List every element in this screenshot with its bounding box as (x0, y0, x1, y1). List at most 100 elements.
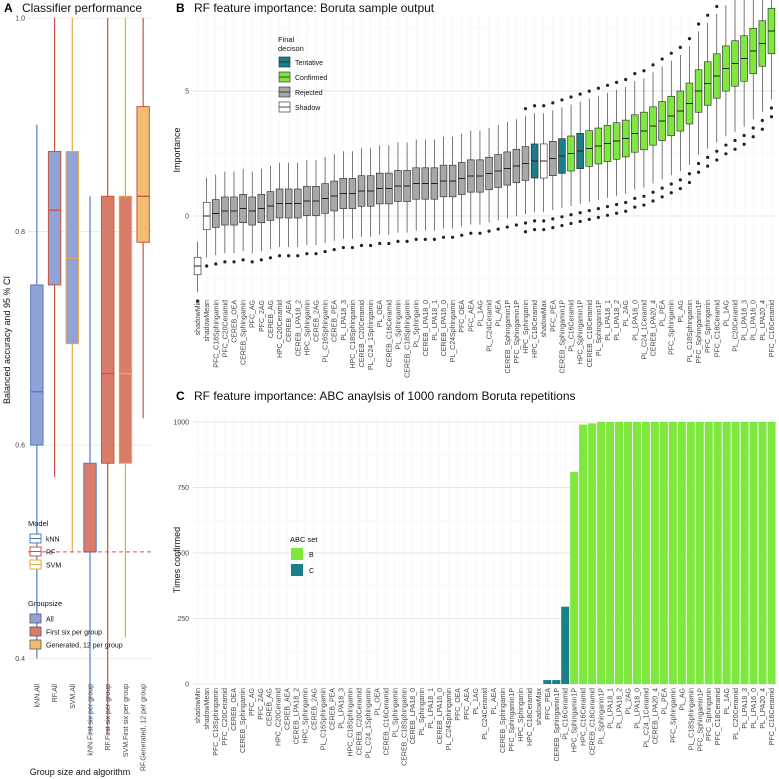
panel-c-bar (552, 680, 561, 684)
panel-b-outlier (432, 237, 436, 241)
decision-legend-label: Confirmed (295, 75, 327, 82)
panel-b-outlier (706, 164, 710, 168)
panel-c-x-tick-label: PL_LPA18_0 (634, 688, 641, 729)
panel-b-x-tick-label: PL_LPA18_3 (341, 300, 348, 341)
panel-b-outlier (687, 172, 692, 176)
panel-c-x-tick-label: PL_C24_1Ceramid (643, 688, 650, 748)
panel-b-outlier (341, 245, 345, 250)
panel-a-box (65, 150, 79, 345)
panel-b-outlier (560, 223, 564, 228)
panel-c-x-tick-label: PFC_C18Sphingamin (213, 688, 220, 756)
panel-b-outlier (715, 149, 719, 153)
panel-b-outlier (751, 135, 755, 139)
panel-c-x-tick-label: PL_C18Sphingamin (688, 688, 695, 750)
panel-b-x-tick-label: PFC_OEA (459, 300, 466, 333)
panel-c-bar (597, 422, 606, 684)
panel-a-x-tick-label: kNN.All (34, 684, 41, 708)
panel-b-outlier (250, 260, 254, 264)
panel-c-bar (561, 606, 570, 684)
panel-b-outlier (733, 138, 737, 143)
panel-b-x-tick-label: CEREB_OEA (231, 300, 238, 343)
panel-c-bar (758, 422, 767, 684)
panel-b-outlier (614, 211, 619, 215)
panel-c-x-tick-label: PFC_Sphingamin1P (509, 688, 516, 752)
panel-c-x-tick-label: PFC_C18Ceramid (715, 688, 722, 745)
panel-b-outlier (569, 213, 573, 217)
panel-c-letter: C (176, 389, 185, 403)
model-legend-label: SVM (46, 563, 61, 570)
panel-b-outlier (542, 228, 546, 232)
panel-b-x-tick-label: PL_C18Sphingamin (687, 300, 694, 362)
panel-a-x-ticks: kNN.All RF.All SVM.All kNN.First six per gr… (34, 684, 147, 772)
panel-c-x-tick-label: CEREB_AG (267, 688, 274, 726)
panel-b-x-tick-label: HPC_C20Ceramid (277, 300, 284, 358)
panel-c-x-tick-label: CEREB_PEA (330, 688, 337, 730)
panel-c-x-tick-label: HPC_C20Ceramid (276, 688, 283, 746)
panel-c-y-tick-label: 1000 (173, 420, 189, 427)
panel-b-x-tick-label: CEREB_C20Ceramid (359, 300, 366, 367)
panel-c-x-tick-label: PFC_Sphingamin (670, 688, 677, 743)
panel-b-outlier (560, 98, 564, 102)
panel-b-outlier (669, 191, 673, 195)
panel-b-outlier (624, 77, 628, 82)
panel-c-bar (570, 471, 579, 684)
panel-b-x-tick-label: PL_Sphinganin1P (596, 300, 603, 356)
panel-c-bar (686, 422, 695, 684)
panel-b-outlier (678, 187, 682, 191)
panel-b-outlier (205, 264, 209, 268)
panel-c-x-tick-label: PL_LPA18_3 (742, 688, 749, 729)
panel-c-x-tick-label: PL_C24_1Sphingamin (365, 688, 372, 758)
panel-c-x-tick-label: CEREB_LPA16_0 (437, 688, 444, 744)
panel-b-outlier (223, 260, 227, 264)
panel-c-x-tick-label: PL_PEA (661, 688, 668, 715)
panel-c-x-tick-label: PL_LPA18_1 (428, 688, 435, 729)
panel-b-outlier (469, 231, 473, 235)
panel-c-x-tick-label: CEREB_OEA (231, 688, 238, 731)
panel-b-outlier (733, 147, 737, 151)
panel-b-outlier (742, 142, 746, 146)
panel-a-y-tick-label: 0.8 (15, 229, 25, 236)
decision-legend: Final decison Tentative Confirmed Rejected… (278, 35, 327, 113)
panel-b-x-tick-label: PL_LPA18_1 (605, 300, 612, 341)
panel-b-outlier (669, 51, 673, 55)
panel-c-x-tick-label: PL_OEA (374, 688, 381, 716)
abc-legend-swatch (291, 564, 303, 576)
groupsize-legend-swatch (29, 613, 42, 624)
panel-b-x-tick-label: CEREB_LPA20_4 (651, 300, 658, 356)
panel-b-outlier (660, 57, 664, 61)
panel-c-y-ticks: 0 250 500 750 1000 (173, 420, 189, 689)
panel-b-outlier (751, 126, 755, 130)
panel-b-y-label: Importance (172, 127, 182, 172)
panel-b-outlier (587, 209, 591, 213)
panel-c-x-tick-label: PL_1AG (473, 688, 480, 714)
panel-c-bar (731, 422, 740, 684)
panel-b-outlier (560, 215, 564, 219)
panel-b-outlier (441, 235, 446, 239)
panel-b-outlier (605, 83, 610, 87)
panel-a-y-tick-label: 0.6 (15, 443, 25, 450)
panel-c-x-tick-label: PL_Sphinganin (419, 688, 426, 736)
panel-b-outlier (614, 202, 619, 207)
panel-c-x-tick-label: CEREB_Sphingamin (240, 688, 247, 753)
panel-c-bar (579, 424, 588, 684)
panel-a-letter: A (4, 1, 13, 15)
panel-c-x-tick-label: PL_LPA20_4 (760, 688, 767, 729)
panel-b-outlier (687, 37, 692, 41)
panel-a-x-tick-label: RF.Generated, 12 per group (141, 684, 148, 771)
panel-b-outlier (587, 217, 591, 221)
panel-b-x-tick-label: PFC_C20Ceramid (222, 300, 229, 357)
panel-b-outlier (551, 101, 555, 105)
panel-b-x-tick-label: PL_C24_1Sphingamin (368, 300, 375, 370)
panel-c-bar (659, 422, 668, 684)
panel-c-y-tick-label: 750 (177, 485, 189, 492)
panel-b-outlier (724, 143, 728, 147)
panel-b-outlier (323, 250, 327, 254)
panel-b-outlier (687, 180, 692, 185)
panel-b-x-tick-label: PL_LPA20_4 (760, 300, 767, 341)
panel-a-box (101, 195, 115, 464)
panel-b-x-tick-label: PL_Sphingamin (395, 300, 402, 350)
panel-b-x-tick-label: PL_C20Ceramid (733, 300, 740, 352)
panel-c-x-tick-label: CEREB_C18Sphingamin (401, 688, 408, 766)
panel-b-outlier (523, 230, 528, 234)
panel-b-outlier (706, 13, 710, 17)
